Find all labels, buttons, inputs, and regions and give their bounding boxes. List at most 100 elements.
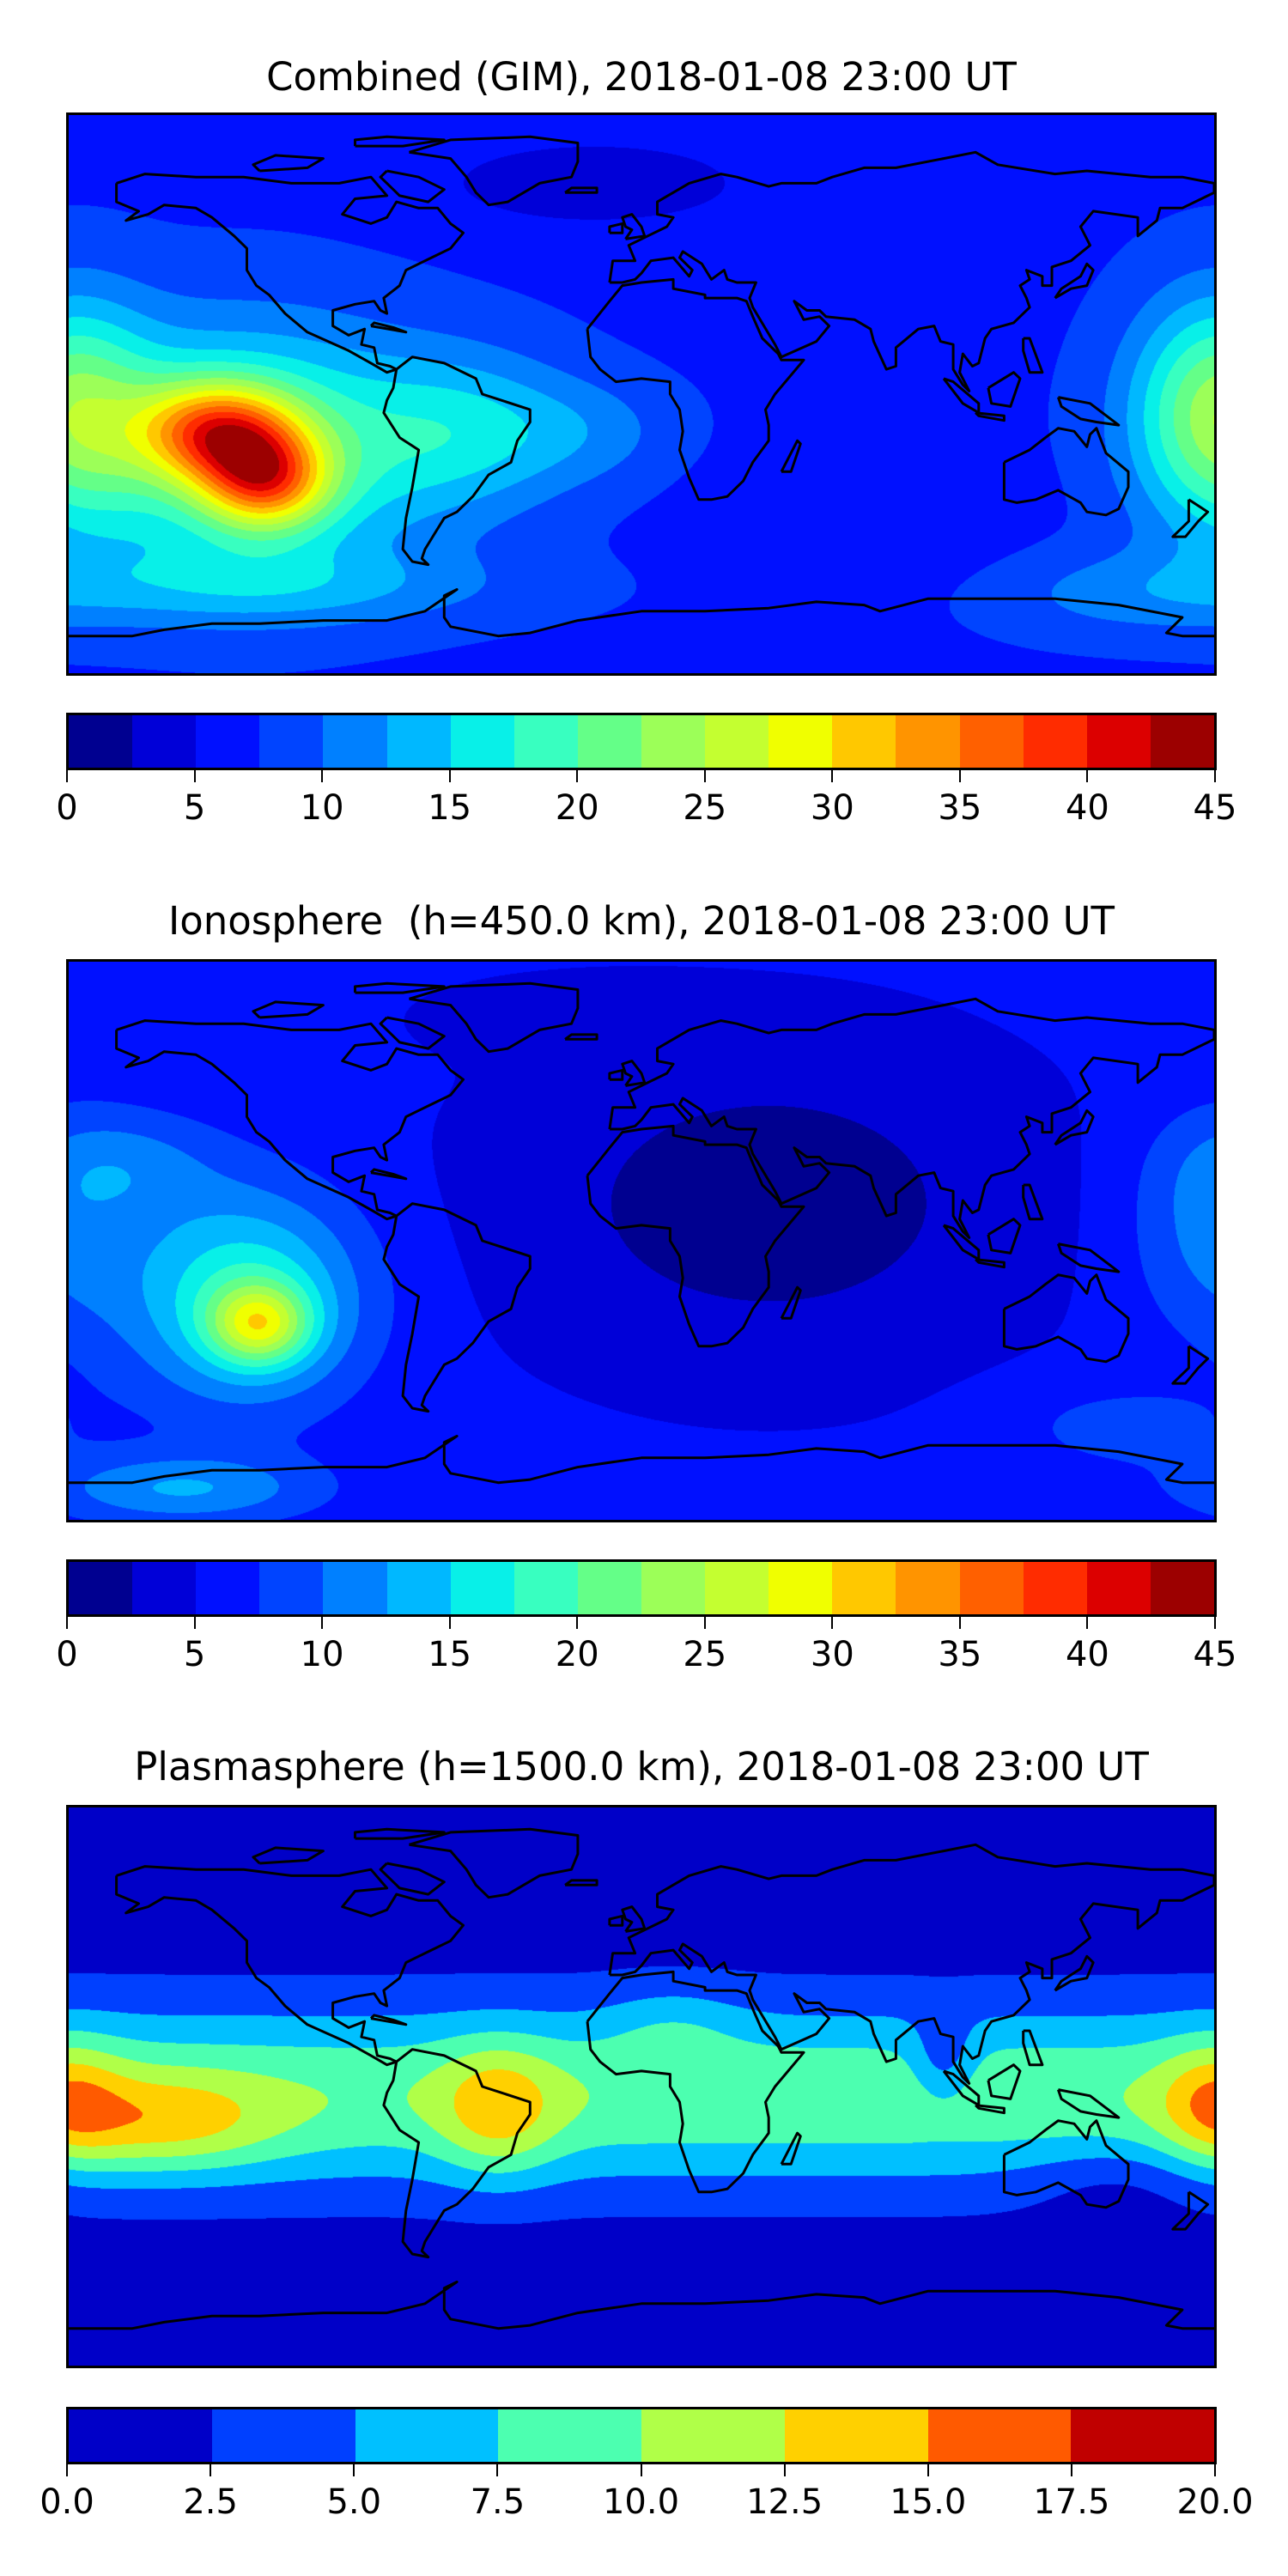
colorbar-tick-label: 12.5 [746, 2482, 823, 2522]
colorbar-tick-label: 30 [810, 1635, 854, 1674]
coastline-philippines [1022, 2029, 1044, 2067]
colorbar-segment [355, 2409, 499, 2462]
colorbar-segment [1086, 1562, 1151, 1614]
colorbar-tick-mark [321, 1617, 324, 1629]
colorbar-tick-mark [831, 1617, 834, 1629]
coastline-borneo [987, 1218, 1022, 1255]
coastline-north-america [115, 173, 465, 374]
colorbar-tick-label: 10.0 [602, 2482, 680, 2522]
coastline-borneo [987, 2063, 1022, 2100]
colorbar-tick-label: 40 [1065, 1635, 1109, 1674]
coastline-antarctica [69, 1435, 1214, 1485]
colorbar-segment [196, 715, 260, 768]
colorbar-segment [513, 715, 578, 768]
coastline-africa [586, 1124, 805, 1348]
coastline-sumatra [942, 377, 981, 415]
colorbar-segment [450, 715, 514, 768]
colorbar-tick-mark [321, 770, 324, 782]
colorbar-tick-label: 17.5 [1033, 2482, 1110, 2522]
coastline-greenland [409, 1827, 580, 1899]
coastline-new-zealand [1171, 2190, 1210, 2231]
coastline-eurasia [608, 150, 1214, 392]
colorbar-segment [784, 2409, 928, 2462]
colorbar-ticks-plasmasphere: 0.0 2.5 5.0 7.5 10.0 12.5 15.0 17.5 20.0 [39, 2464, 1254, 2524]
colorbar-ticks-combined: 0 5 10 15 20 25 30 35 40 45 [56, 770, 1236, 830]
colorbar-segment [577, 715, 641, 768]
coastline-arctic-islands [252, 154, 325, 173]
colorbar-tick-label: 5.0 [326, 2482, 382, 2522]
colorbar-tick-mark [1086, 770, 1089, 782]
colorbar-tick-mark [66, 2464, 68, 2476]
map-combined [66, 112, 1217, 676]
coastline-japan [1054, 1109, 1095, 1146]
colorbar-tick-label: 2.5 [183, 2482, 238, 2522]
coastline-greenland [409, 981, 580, 1054]
coastlines [69, 1827, 1214, 2330]
coastline-iceland [564, 1033, 598, 1041]
coastline-java [975, 1258, 1005, 1269]
colorbar-tick-mark [831, 770, 834, 782]
coastline-britain [621, 1060, 647, 1087]
colorbar-segment [705, 1562, 769, 1614]
colorbar-segment [1071, 2409, 1214, 2462]
coastline-madagascar [780, 2131, 802, 2166]
plot-title-combined: Combined (GIM), 2018-01-08 23:00 UT [266, 54, 1017, 100]
coastline-arctic-islands [252, 1846, 325, 1865]
tec-contour-field [69, 115, 1214, 673]
colorbar-segment [69, 2409, 212, 2462]
coastline-africa [586, 1970, 805, 2194]
coastline-ireland [608, 1068, 624, 1081]
colorbar-segment [386, 715, 451, 768]
colorbar-tick-mark [193, 770, 196, 782]
coastline-japan [1054, 1954, 1095, 1992]
colorbar-segment [211, 2409, 355, 2462]
colorbar-tick-mark [576, 1617, 579, 1629]
colorbar-segment [641, 1562, 706, 1614]
coastline-south-america [382, 2048, 532, 2259]
coastline-java [975, 411, 1005, 422]
plot-title-ionosphere: Ionosphere (h=450.0 km), 2018-01-08 23:0… [167, 898, 1115, 944]
coastline-iceland [564, 1879, 598, 1886]
colorbar-segment [450, 1562, 514, 1614]
coastline-north-america [115, 1019, 465, 1221]
colorbar-tick-label: 20 [555, 1635, 599, 1674]
colorbar-tick-mark [66, 770, 68, 782]
coastline-new-guinea [1056, 2088, 1121, 2119]
colorbar-segment [896, 715, 960, 768]
coastline-eurasia [608, 1843, 1214, 2085]
colorbar-segment [132, 715, 197, 768]
coastline-japan [1054, 262, 1095, 300]
colorbar-segment [132, 1562, 197, 1614]
colorbar-segment [498, 2409, 641, 2462]
colorbar-tick-mark [66, 1617, 68, 1629]
coastline-antarctica [69, 2281, 1214, 2330]
colorbar-segment [386, 1562, 451, 1614]
coastline-australia [1002, 2119, 1130, 2209]
colorbar-tick-mark [1214, 770, 1216, 782]
coastline-africa [586, 277, 805, 501]
coastline-iceland [564, 186, 598, 194]
colorbar-tick-label: 10 [300, 788, 344, 828]
colorbar-segment [513, 1562, 578, 1614]
coastlines [69, 135, 1214, 638]
colorbar-tick-label: 0.0 [39, 2482, 94, 2522]
coastline-australia [1002, 427, 1130, 517]
colorbar-tick-mark [703, 770, 706, 782]
coastline-baffin [379, 169, 446, 204]
coastline-ellesmere [354, 981, 446, 994]
colorbar-segment [705, 715, 769, 768]
colorbar-tick-label: 30 [810, 788, 854, 828]
coastline-arctic-islands [252, 1000, 325, 1019]
colorbar-tick-label: 0 [56, 1635, 78, 1674]
colorbar-segment [1023, 1562, 1087, 1614]
colorbar-tick-mark [958, 770, 961, 782]
colorbar-tick-label: 0 [56, 788, 78, 828]
colorbar-segment [959, 715, 1024, 768]
coastline-greenland [409, 135, 580, 207]
colorbar-tick-mark [496, 2464, 499, 2476]
colorbar-tick-label: 15.0 [890, 2482, 967, 2522]
colorbar-tick-label: 35 [938, 788, 982, 828]
colorbar-tick-label: 7.5 [470, 2482, 526, 2522]
colorbar-tick-label: 25 [683, 788, 727, 828]
coastline-sumatra [942, 2069, 981, 2107]
